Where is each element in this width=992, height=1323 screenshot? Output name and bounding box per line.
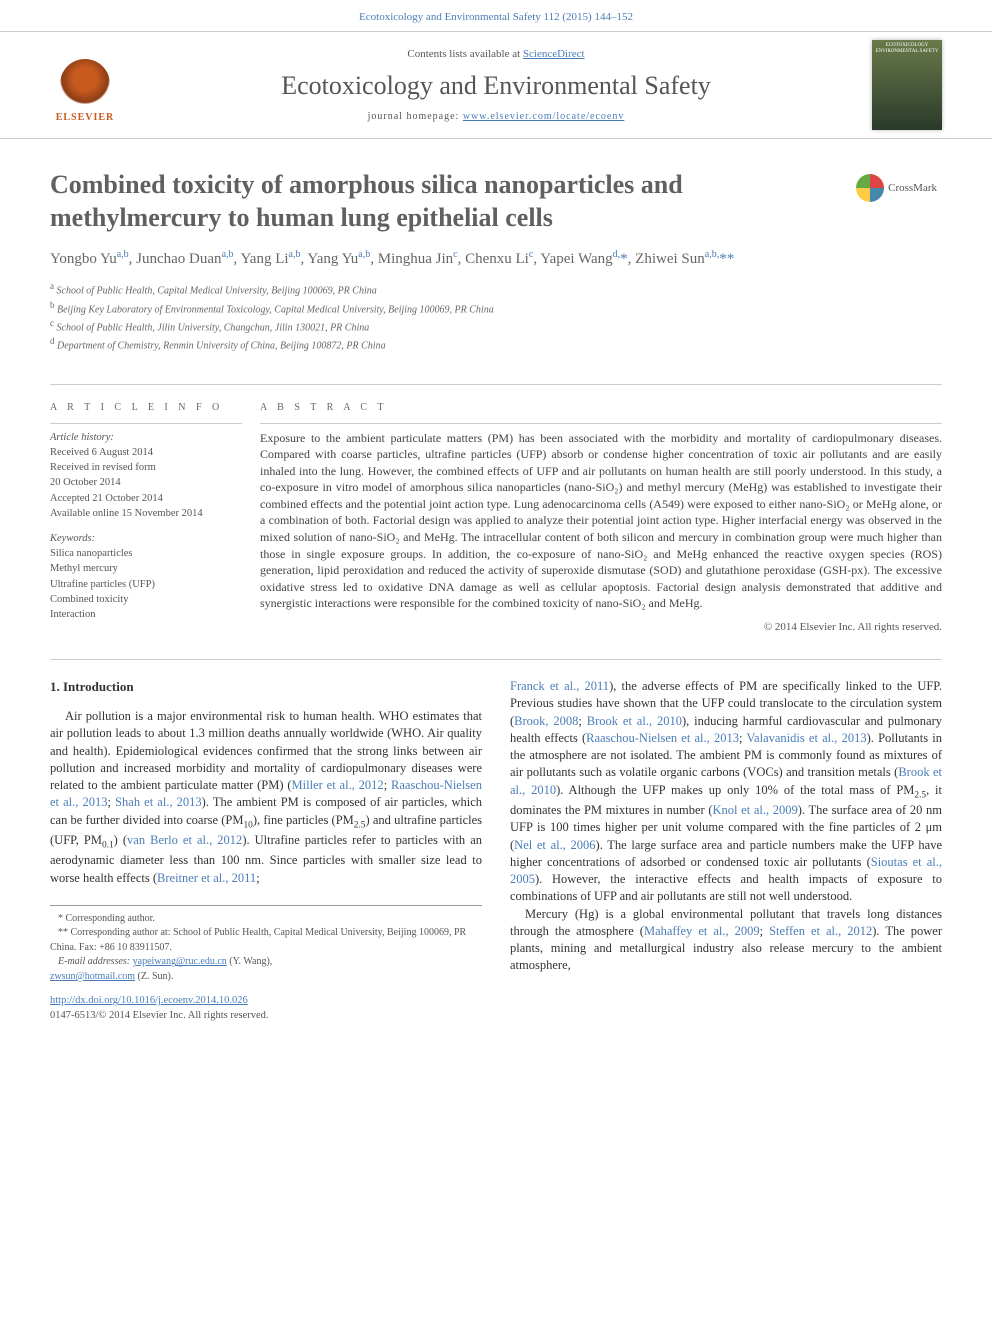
email-link-1[interactable]: yapeiwang@ruc.edu.cn: [133, 956, 227, 967]
homepage-link[interactable]: www.elsevier.com/locate/ecoenv: [463, 111, 625, 122]
cover-title: ECOTOXICOLOGY ENVIRONMENTAL SAFETY: [875, 43, 939, 54]
cover-thumbnail: ECOTOXICOLOGY ENVIRONMENTAL SAFETY: [872, 40, 942, 130]
keywords-label: Keywords:: [50, 531, 242, 546]
keyword: Ultrafine particles (UFP): [50, 577, 242, 592]
keyword: Combined toxicity: [50, 592, 242, 607]
footnote-corr1: * Corresponding author.: [50, 912, 482, 927]
article-info-head: A R T I C L E I N F O: [50, 391, 242, 424]
article-history: Article history: Received 6 August 2014R…: [50, 430, 242, 521]
intro-para-3: Mercury (Hg) is a global environmental p…: [510, 906, 942, 975]
affiliations: a School of Public Health, Capital Medic…: [50, 280, 942, 353]
keyword: Methyl mercury: [50, 561, 242, 576]
affiliation: a School of Public Health, Capital Medic…: [50, 280, 942, 298]
keyword: Silica nanoparticles: [50, 546, 242, 561]
journal-center-block: Contents lists available at ScienceDirec…: [120, 47, 872, 125]
history-line: Received in revised form: [50, 460, 242, 475]
history-line: Available online 15 November 2014: [50, 506, 242, 521]
intro-para-1: Air pollution is a major environmental r…: [50, 708, 482, 887]
sciencedirect-link[interactable]: ScienceDirect: [523, 48, 585, 60]
affiliation: b Beijing Key Laboratory of Environmenta…: [50, 299, 942, 317]
journal-header: ELSEVIER Contents lists available at Sci…: [0, 31, 992, 139]
contents-prefix: Contents lists available at: [407, 48, 522, 60]
doi-link[interactable]: http://dx.doi.org/10.1016/j.ecoenv.2014.…: [50, 995, 248, 1006]
footnotes: * Corresponding author. ** Corresponding…: [50, 905, 482, 985]
footnote-corr2: ** Corresponding author at: School of Pu…: [50, 926, 482, 955]
elsevier-label: ELSEVIER: [56, 111, 115, 125]
article-title-block: Combined toxicity of amorphous silica na…: [0, 139, 992, 363]
email2-suffix: (Z. Sun).: [135, 971, 173, 982]
article-title: Combined toxicity of amorphous silica na…: [50, 169, 750, 234]
doi-block: http://dx.doi.org/10.1016/j.ecoenv.2014.…: [0, 984, 992, 1053]
author-list: Yongbo Yua,b, Junchao Duana,b, Yang Lia,…: [50, 248, 942, 270]
article-info-column: A R T I C L E I N F O Article history: R…: [50, 391, 260, 635]
email-link-2[interactable]: zwsun@hotmail.com: [50, 971, 135, 982]
crossmark-badge[interactable]: CrossMark: [856, 174, 937, 202]
footnote-emails: E-mail addresses: yapeiwang@ruc.edu.cn (…: [50, 955, 482, 984]
body-columns: 1. Introduction Air pollution is a major…: [0, 660, 992, 984]
intro-para-2: Franck et al., 2011), the adverse effect…: [510, 678, 942, 905]
history-line: Received 6 August 2014: [50, 445, 242, 460]
crossmark-icon: [856, 174, 884, 202]
homepage-prefix: journal homepage:: [368, 111, 463, 122]
intro-heading: 1. Introduction: [50, 678, 482, 696]
abstract-column: A B S T R A C T Exposure to the ambient …: [260, 391, 942, 635]
history-label: Article history:: [50, 430, 242, 445]
journal-name: Ecotoxicology and Environmental Safety: [120, 68, 872, 104]
left-column: 1. Introduction Air pollution is a major…: [50, 678, 482, 984]
history-line: Accepted 21 October 2014: [50, 491, 242, 506]
elsevier-tree-icon: [60, 59, 110, 109]
keywords-block: Keywords: Silica nanoparticlesMethyl mer…: [50, 531, 242, 622]
info-abstract-row: A R T I C L E I N F O Article history: R…: [50, 384, 942, 635]
history-line: 20 October 2014: [50, 475, 242, 490]
email1-suffix: (Y. Wang),: [227, 956, 273, 967]
abstract-copyright: © 2014 Elsevier Inc. All rights reserved…: [260, 620, 942, 635]
right-column: Franck et al., 2011), the adverse effect…: [510, 678, 942, 984]
elsevier-logo: ELSEVIER: [50, 45, 120, 125]
keyword: Interaction: [50, 607, 242, 622]
crossmark-label: CrossMark: [888, 181, 937, 196]
journal-citation: Ecotoxicology and Environmental Safety 1…: [0, 0, 992, 31]
affiliation: d Department of Chemistry, Renmin Univer…: [50, 335, 942, 353]
journal-homepage: journal homepage: www.elsevier.com/locat…: [120, 110, 872, 124]
issn-line: 0147-6513/© 2014 Elsevier Inc. All right…: [50, 1010, 269, 1021]
abstract-text: Exposure to the ambient particulate matt…: [260, 430, 942, 612]
email-label: E-mail addresses:: [58, 956, 133, 967]
abstract-head: A B S T R A C T: [260, 391, 942, 424]
affiliation: c School of Public Health, Jilin Univers…: [50, 317, 942, 335]
contents-line: Contents lists available at ScienceDirec…: [120, 47, 872, 62]
